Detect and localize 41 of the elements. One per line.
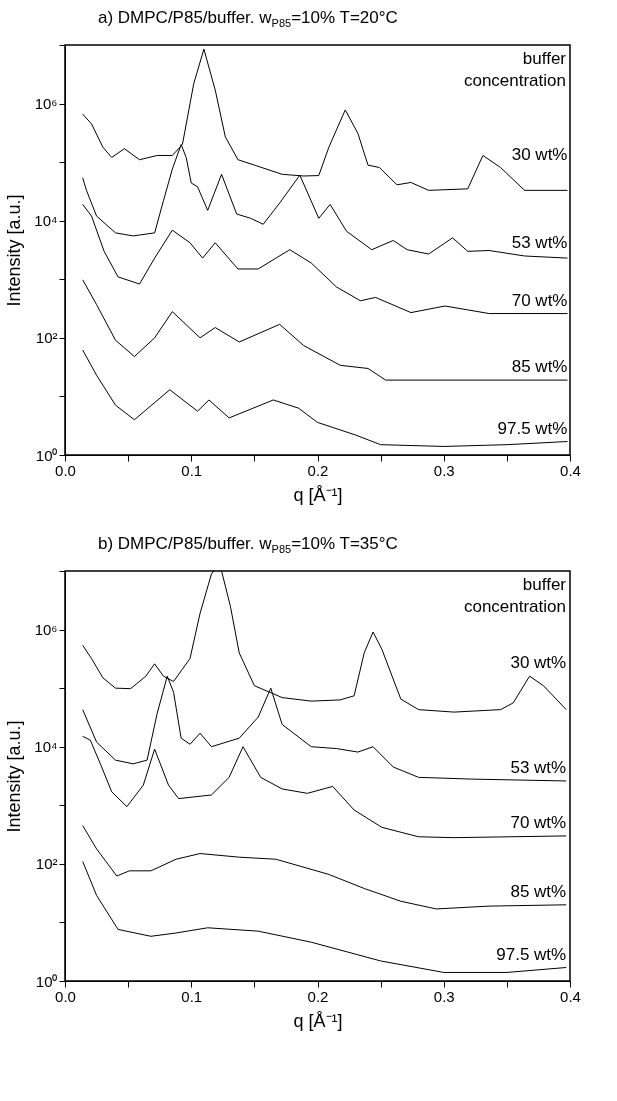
x-tick-label: 0.2 bbox=[307, 461, 329, 479]
legend-title: buffer concentration bbox=[463, 49, 567, 90]
line-series bbox=[82, 349, 568, 447]
y-tick-label: 10⁶ bbox=[34, 621, 58, 639]
series-label: 70 wt% bbox=[510, 812, 567, 832]
x-tick-label: 0.4 bbox=[560, 987, 581, 1005]
series-label: 30 wt% bbox=[510, 653, 567, 673]
y-axis-title: Intensity [a.u.] bbox=[4, 720, 25, 833]
legend-title: buffer concentration bbox=[463, 575, 567, 616]
x-tick-label: 0.1 bbox=[181, 987, 203, 1005]
x-tick-label: 0.2 bbox=[307, 987, 329, 1005]
series-label: 97.5 wt% bbox=[497, 418, 568, 438]
chart-title: b) DMPC/P85/buffer. w$_{P85}$=10% T=35°C bbox=[98, 534, 399, 558]
y-tick-label: 10² bbox=[35, 329, 58, 347]
line-series bbox=[82, 860, 567, 973]
y-axis-title: Intensity [a.u.] bbox=[4, 194, 25, 307]
series-label: 97.5 wt% bbox=[496, 944, 567, 964]
series-label: 85 wt% bbox=[510, 881, 567, 901]
chart-title: a) DMPC/P85/buffer. w$_{P85}$=10% T=20°C bbox=[98, 8, 399, 32]
y-tick-label: 10⁴ bbox=[34, 212, 58, 230]
series-label: 70 wt% bbox=[511, 290, 568, 310]
line-series bbox=[82, 203, 568, 315]
y-tick-label: 10⁰ bbox=[35, 446, 58, 464]
series-label: 53 wt% bbox=[510, 757, 567, 777]
y-tick-label: 10⁴ bbox=[34, 738, 58, 756]
x-axis-title: q [Å⁻¹] bbox=[293, 484, 343, 505]
x-tick-label: 0.3 bbox=[433, 461, 455, 479]
line-series bbox=[82, 735, 567, 839]
x-tick-label: 0.0 bbox=[55, 461, 76, 479]
series-label: 85 wt% bbox=[511, 357, 568, 377]
y-tick-label: 10⁰ bbox=[35, 972, 58, 990]
series-label: 53 wt% bbox=[511, 232, 568, 252]
x-tick-label: 0.0 bbox=[55, 987, 76, 1005]
x-axis-title: q [Å⁻¹] bbox=[293, 1010, 343, 1031]
line-series bbox=[82, 279, 568, 381]
series-label: 30 wt% bbox=[511, 144, 568, 164]
y-tick-label: 10² bbox=[35, 855, 58, 873]
x-tick-label: 0.3 bbox=[433, 987, 455, 1005]
x-tick-label: 0.1 bbox=[181, 461, 203, 479]
y-tick-label: 10⁶ bbox=[34, 95, 58, 113]
x-tick-label: 0.4 bbox=[560, 461, 581, 479]
